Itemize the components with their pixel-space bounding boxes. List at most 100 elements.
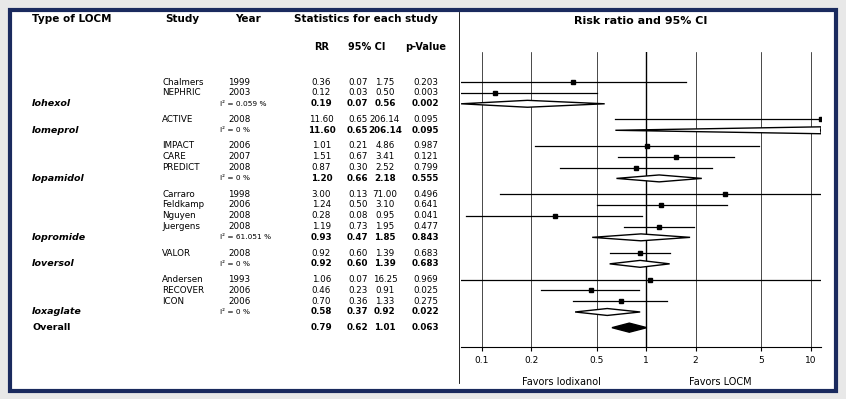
Text: 2.18: 2.18 (374, 174, 396, 183)
Text: Ioversol: Ioversol (32, 259, 75, 269)
Text: 0.36: 0.36 (349, 297, 367, 306)
Text: 0.683: 0.683 (413, 249, 438, 257)
Polygon shape (610, 261, 670, 267)
Text: 0.92: 0.92 (310, 259, 332, 269)
Text: 0.08: 0.08 (348, 211, 368, 220)
Text: PREDICT: PREDICT (162, 163, 200, 172)
Text: 0.62: 0.62 (347, 323, 369, 332)
Text: 2006: 2006 (228, 286, 250, 295)
Polygon shape (461, 100, 605, 107)
Text: 0.37: 0.37 (347, 308, 369, 316)
Text: 1.95: 1.95 (376, 222, 394, 231)
Text: 2008: 2008 (228, 163, 250, 172)
Text: RR: RR (314, 42, 329, 52)
Text: 0.66: 0.66 (347, 174, 369, 183)
Text: 1.85: 1.85 (374, 233, 396, 242)
Text: 0.65: 0.65 (349, 115, 367, 124)
Text: 1.20: 1.20 (310, 174, 332, 183)
Text: 0.60: 0.60 (347, 259, 369, 269)
Text: 0.50: 0.50 (348, 200, 368, 209)
Text: 206.14: 206.14 (370, 115, 400, 124)
Polygon shape (612, 323, 647, 332)
Text: 0.50: 0.50 (375, 89, 395, 97)
Text: 3.41: 3.41 (376, 152, 394, 161)
Text: Type of LOCM: Type of LOCM (32, 14, 112, 24)
Text: 206.14: 206.14 (368, 126, 402, 135)
Text: 1.01: 1.01 (374, 323, 396, 332)
Text: 2003: 2003 (228, 89, 250, 97)
Text: IMPACT: IMPACT (162, 142, 195, 150)
Text: 1.51: 1.51 (312, 152, 331, 161)
Text: 0.60: 0.60 (349, 249, 367, 257)
Text: I² = 0 %: I² = 0 % (220, 176, 250, 182)
Text: 11.60: 11.60 (308, 126, 335, 135)
Text: 0.683: 0.683 (412, 259, 439, 269)
Text: Iomeprol: Iomeprol (32, 126, 80, 135)
Text: 0.58: 0.58 (310, 308, 332, 316)
Text: 0.969: 0.969 (413, 275, 438, 284)
Text: 0.121: 0.121 (413, 152, 438, 161)
Text: 4.86: 4.86 (376, 142, 394, 150)
Text: 2007: 2007 (228, 152, 250, 161)
Text: 0.07: 0.07 (348, 275, 368, 284)
Text: 1.33: 1.33 (376, 297, 394, 306)
Text: 0.496: 0.496 (413, 190, 438, 199)
Polygon shape (592, 234, 690, 241)
Text: 0.56: 0.56 (374, 99, 396, 108)
Text: 0.12: 0.12 (312, 89, 331, 97)
Text: Risk ratio and 95% CI: Risk ratio and 95% CI (574, 16, 707, 26)
Text: ICON: ICON (162, 297, 184, 306)
Text: 0.36: 0.36 (312, 78, 331, 87)
Text: 0.65: 0.65 (347, 126, 369, 135)
Text: 71.00: 71.00 (372, 190, 398, 199)
Text: I² = 0.059 %: I² = 0.059 % (220, 101, 266, 107)
Text: 0.21: 0.21 (349, 142, 367, 150)
Text: 1993: 1993 (228, 275, 250, 284)
Text: 0.987: 0.987 (413, 142, 438, 150)
Text: 0.275: 0.275 (413, 297, 438, 306)
Text: 2006: 2006 (228, 142, 250, 150)
Text: 0.041: 0.041 (413, 211, 438, 220)
Text: 0.87: 0.87 (311, 163, 332, 172)
Text: Overall: Overall (32, 323, 70, 332)
Text: 0.47: 0.47 (347, 233, 369, 242)
Text: 0.641: 0.641 (413, 200, 438, 209)
Text: 0.003: 0.003 (413, 89, 438, 97)
Text: Statistics for each study: Statistics for each study (294, 14, 438, 24)
Text: 1999: 1999 (228, 78, 250, 87)
Text: VALOR: VALOR (162, 249, 191, 257)
Text: CARE: CARE (162, 152, 186, 161)
Text: 1.19: 1.19 (312, 222, 331, 231)
Text: Andersen: Andersen (162, 275, 204, 284)
Text: I² = 0 %: I² = 0 % (220, 261, 250, 267)
Text: 2006: 2006 (228, 297, 250, 306)
Text: 16.25: 16.25 (372, 275, 398, 284)
Text: 0.92: 0.92 (374, 308, 396, 316)
Text: 0.07: 0.07 (348, 78, 368, 87)
Text: I² = 0 %: I² = 0 % (220, 127, 250, 133)
Text: 0.19: 0.19 (310, 99, 332, 108)
Text: NEPHRIC: NEPHRIC (162, 89, 201, 97)
Text: 0.92: 0.92 (312, 249, 331, 257)
Text: 2008: 2008 (228, 249, 250, 257)
Text: 95% CI: 95% CI (348, 42, 385, 52)
Text: Juergens: Juergens (162, 222, 201, 231)
Text: 1.24: 1.24 (312, 200, 331, 209)
Text: Iohexol: Iohexol (32, 99, 71, 108)
Text: 0.93: 0.93 (310, 233, 332, 242)
Text: 0.022: 0.022 (412, 308, 439, 316)
Text: 0.555: 0.555 (412, 174, 439, 183)
Text: 0.30: 0.30 (348, 163, 368, 172)
Text: Iopromide: Iopromide (32, 233, 86, 242)
Text: 0.477: 0.477 (413, 222, 438, 231)
Text: p-Value: p-Value (405, 42, 446, 52)
Text: Carraro: Carraro (162, 190, 195, 199)
Text: 0.799: 0.799 (413, 163, 438, 172)
Text: 0.025: 0.025 (413, 286, 438, 295)
Text: 0.095: 0.095 (412, 126, 439, 135)
Text: 0.91: 0.91 (376, 286, 394, 295)
Text: Favors Iodixanol: Favors Iodixanol (522, 377, 602, 387)
Text: 0.28: 0.28 (312, 211, 331, 220)
Text: 0.203: 0.203 (413, 78, 438, 87)
Text: 0.95: 0.95 (376, 211, 394, 220)
